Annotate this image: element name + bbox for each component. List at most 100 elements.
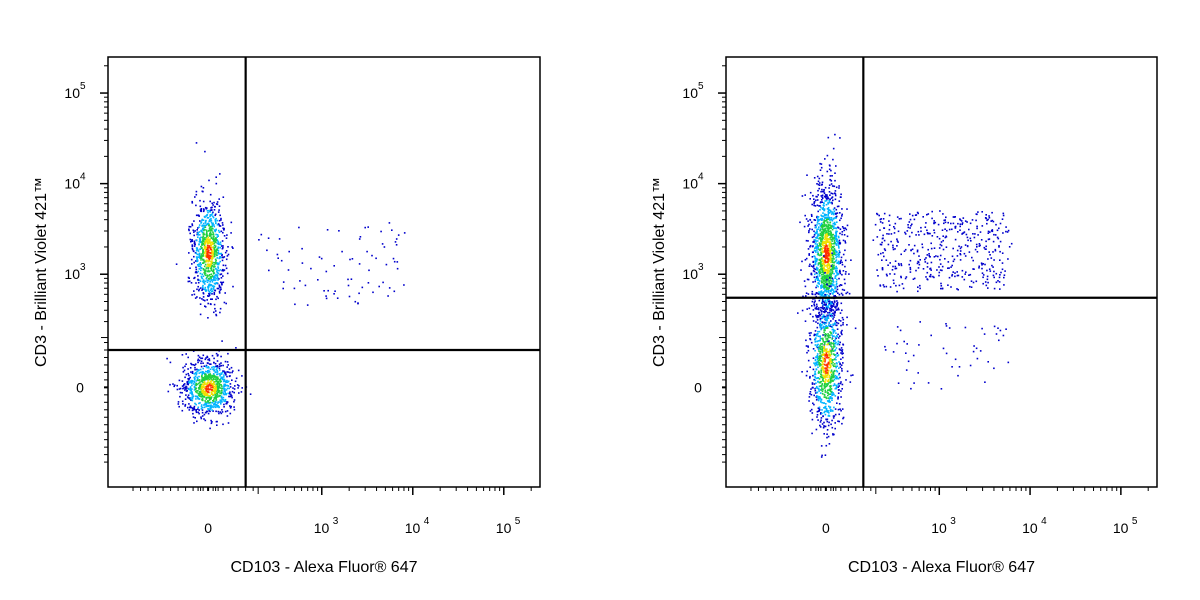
data-point bbox=[839, 251, 841, 254]
data-point bbox=[881, 222, 884, 224]
data-point bbox=[954, 225, 957, 228]
data-point bbox=[199, 303, 202, 305]
data-point bbox=[190, 398, 193, 401]
data-point bbox=[832, 158, 834, 161]
data-point bbox=[189, 380, 192, 382]
data-point bbox=[820, 347, 822, 350]
data-point bbox=[818, 330, 821, 333]
data-point bbox=[208, 179, 210, 182]
data-point bbox=[187, 406, 189, 409]
data-point bbox=[837, 389, 840, 391]
data-point bbox=[266, 249, 268, 252]
data-point bbox=[204, 271, 206, 273]
data-point bbox=[190, 388, 192, 390]
data-point bbox=[813, 230, 815, 233]
data-point bbox=[197, 249, 199, 251]
data-point bbox=[815, 346, 818, 348]
data-point bbox=[832, 353, 835, 355]
data-point bbox=[807, 346, 809, 348]
data-point bbox=[306, 304, 309, 306]
data-point bbox=[827, 312, 829, 314]
data-point bbox=[191, 388, 193, 390]
data-point bbox=[209, 404, 212, 407]
data-point bbox=[971, 256, 973, 259]
data-point bbox=[818, 406, 821, 409]
data-point bbox=[831, 254, 834, 257]
data-point bbox=[298, 226, 300, 229]
data-point bbox=[819, 413, 822, 415]
data-point bbox=[945, 325, 948, 327]
data-point bbox=[226, 415, 229, 417]
data-point bbox=[403, 284, 405, 286]
data-point bbox=[832, 329, 835, 332]
data-point bbox=[833, 210, 836, 213]
data-point bbox=[835, 303, 838, 305]
data-point bbox=[820, 328, 822, 331]
data-point bbox=[814, 268, 817, 271]
data-point bbox=[929, 273, 932, 276]
data-point bbox=[185, 386, 188, 388]
data-point bbox=[828, 280, 830, 283]
data-point bbox=[820, 252, 823, 255]
data-point bbox=[880, 218, 882, 220]
data-point bbox=[815, 321, 817, 323]
data-point bbox=[217, 389, 219, 391]
data-point bbox=[827, 238, 829, 240]
data-point bbox=[366, 250, 368, 253]
data-point bbox=[293, 287, 296, 290]
data-point bbox=[806, 351, 808, 354]
data-point bbox=[821, 383, 824, 385]
data-point bbox=[959, 219, 962, 221]
data-point bbox=[217, 267, 220, 269]
data-point bbox=[841, 213, 843, 216]
data-point bbox=[831, 219, 834, 222]
data-point bbox=[956, 288, 958, 290]
data-point bbox=[837, 340, 840, 343]
data-point bbox=[952, 222, 955, 225]
data-point bbox=[828, 306, 830, 309]
data-point bbox=[220, 384, 222, 386]
data-point bbox=[826, 283, 828, 286]
data-point bbox=[981, 211, 983, 213]
data-point bbox=[205, 256, 208, 259]
data-point bbox=[843, 289, 846, 291]
data-point bbox=[815, 276, 818, 278]
data-point bbox=[214, 310, 217, 312]
data-point bbox=[815, 337, 817, 339]
data-point bbox=[349, 258, 351, 261]
data-point bbox=[215, 267, 217, 270]
data-point bbox=[220, 362, 222, 364]
data-point bbox=[822, 295, 824, 297]
data-point bbox=[824, 405, 827, 408]
data-point bbox=[840, 352, 842, 354]
data-point bbox=[205, 247, 208, 250]
data-point bbox=[834, 277, 836, 279]
data-point bbox=[207, 211, 209, 214]
data-point bbox=[948, 267, 950, 269]
data-point bbox=[208, 404, 210, 407]
data-point bbox=[830, 377, 833, 379]
data-point bbox=[839, 272, 842, 275]
data-point bbox=[819, 326, 822, 329]
data-point bbox=[947, 261, 950, 263]
data-point bbox=[213, 225, 216, 228]
data-point bbox=[904, 233, 907, 235]
data-point bbox=[213, 366, 216, 368]
data-point bbox=[822, 256, 824, 258]
data-point bbox=[210, 249, 213, 252]
data-point bbox=[209, 200, 211, 203]
data-point bbox=[852, 374, 854, 376]
data-point bbox=[209, 244, 212, 247]
data-point bbox=[926, 278, 929, 281]
data-point bbox=[835, 386, 838, 389]
data-point bbox=[821, 302, 823, 305]
data-point bbox=[815, 362, 818, 365]
data-point bbox=[819, 426, 822, 428]
data-point bbox=[223, 301, 226, 304]
data-point bbox=[195, 409, 197, 411]
data-point bbox=[193, 381, 196, 384]
data-point bbox=[212, 406, 214, 409]
data-point bbox=[211, 275, 214, 277]
data-point bbox=[829, 293, 831, 295]
data-point bbox=[214, 283, 217, 285]
